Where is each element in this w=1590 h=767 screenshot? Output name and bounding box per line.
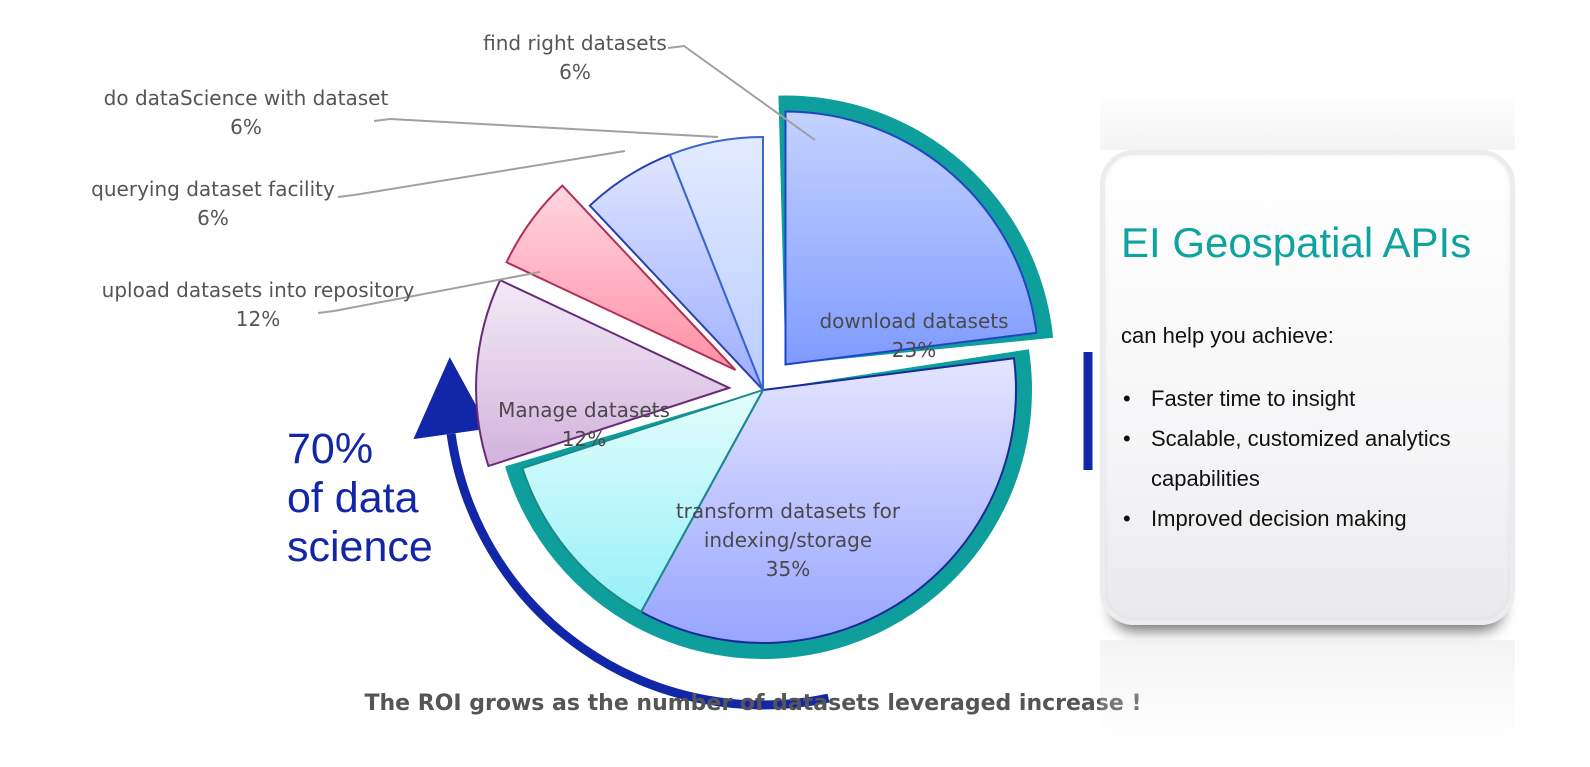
slice-label: Manage datasets <box>498 398 670 422</box>
pie-slice <box>521 388 766 614</box>
slice-value-label: 35% <box>766 557 810 581</box>
highlight-line: of data <box>287 474 419 522</box>
card-title: EI Geospatial APIs <box>1121 219 1472 266</box>
slice-label: querying dataset facility <box>91 177 335 201</box>
card-subtitle: can help you achieve: <box>1121 323 1334 348</box>
info-card: EI Geospatial APIs can help you achieve:… <box>1100 150 1515 625</box>
slice-label: indexing/storage <box>704 528 872 552</box>
slice-label: do dataScience with dataset <box>104 86 389 110</box>
slice-labels: download datasets 23% transform datasets f… <box>91 31 1008 581</box>
pie-slice <box>639 357 1017 644</box>
benefit-list: Faster time to insight Scalable, customi… <box>1121 379 1501 539</box>
growth-arrow-arc <box>446 433 830 710</box>
highlight-line: 70% <box>287 425 373 473</box>
leader-line <box>373 117 719 138</box>
slice-value-label: 6% <box>197 206 229 230</box>
slice-value-label: 12% <box>236 307 280 331</box>
slice-value-label: 12% <box>562 427 606 451</box>
card-reflection <box>1100 640 1515 750</box>
card-top-glow <box>1100 88 1515 150</box>
roi-caption: The ROI grows as the number of datasets … <box>365 691 1142 716</box>
pie-slice <box>475 278 732 468</box>
benefit-item: Scalable, customized analytics capabilit… <box>1121 419 1501 499</box>
slice-label: find right datasets <box>483 31 667 55</box>
slice-value-label: 6% <box>559 60 591 84</box>
leader-lines <box>317 44 816 314</box>
slice-label: upload datasets into repository <box>102 278 415 302</box>
data-science-highlight: 70% of data science <box>287 425 433 571</box>
slice-value-label: 6% <box>230 115 262 139</box>
slice-label: transform datasets for <box>676 499 901 523</box>
pie-slice <box>505 184 737 371</box>
highlight-line: science <box>287 523 433 571</box>
slice-value-label: 23% <box>892 338 936 362</box>
pie-slices <box>475 110 1038 644</box>
benefit-item: Improved decision making <box>1121 499 1501 539</box>
leader-line <box>337 150 626 198</box>
slice-label: download datasets <box>819 309 1008 333</box>
benefit-item: Faster time to insight <box>1121 379 1501 419</box>
growth-arrow-head <box>413 357 489 440</box>
growth-arrow <box>413 352 1093 710</box>
leader-line <box>317 271 541 314</box>
pie-slice <box>784 110 1038 366</box>
leader-line <box>667 44 816 141</box>
pie-slice <box>668 135 764 391</box>
